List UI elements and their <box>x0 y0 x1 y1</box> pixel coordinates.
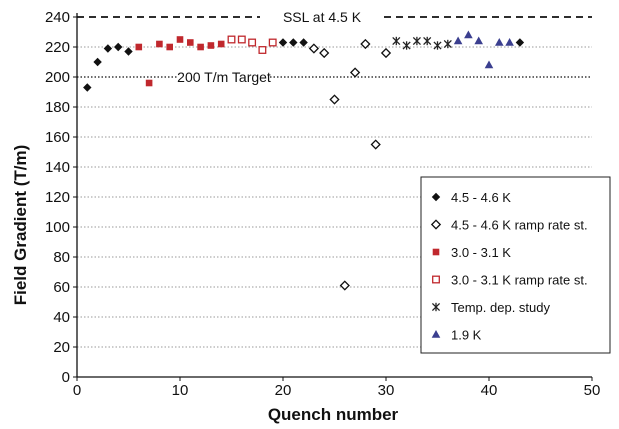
x-tick-label: 0 <box>73 382 81 399</box>
data-points <box>83 30 525 291</box>
y-tick-label: 100 <box>45 219 70 236</box>
y-tick-label: 200 <box>45 69 70 86</box>
x-tick-label: 10 <box>172 382 189 399</box>
x-tick-label: 30 <box>378 382 395 399</box>
legend-marker <box>431 302 441 312</box>
y-tick-label: 0 <box>62 369 70 386</box>
legend-label: 4.5 - 4.6 K <box>451 190 511 205</box>
y-tick-label: 240 <box>45 9 70 26</box>
data-point-s1 <box>349 67 361 78</box>
legend-marker <box>431 330 441 338</box>
legend-marker <box>430 219 442 230</box>
legend-marker <box>432 275 440 284</box>
legend-label: 3.0 - 3.1 K ramp rate st. <box>451 273 588 288</box>
legend: 4.5 - 4.6 K 4.5 - 4.6 K ramp rate st. 3.0 … <box>420 176 611 354</box>
data-point-s2 <box>135 43 143 51</box>
legend-marker <box>431 192 441 202</box>
data-point-s5 <box>464 30 473 39</box>
y-tick-label: 220 <box>45 39 70 56</box>
axes <box>73 13 593 381</box>
data-point-s4 <box>433 41 442 50</box>
data-point-s2 <box>166 43 173 51</box>
legend-box <box>420 176 611 354</box>
y-axis-title: Field Gradient (T/m) <box>11 145 30 306</box>
data-point-s0 <box>299 38 308 47</box>
data-point-s1 <box>329 94 340 105</box>
y-tick-labels: 0 20 40 60 80 100 120 140 160 180 200 220 240 <box>45 9 70 386</box>
data-point-s0 <box>289 38 298 47</box>
data-point-s0 <box>93 57 102 67</box>
data-point-s0 <box>114 42 123 52</box>
y-tick-label: 40 <box>53 309 70 326</box>
data-point-s2 <box>207 42 215 49</box>
data-point-s4 <box>412 36 421 46</box>
y-tick-label: 20 <box>53 339 70 356</box>
reference-lines: SSL at 4.5 K 200 T/m Target <box>77 9 592 85</box>
data-point-s3 <box>237 35 246 44</box>
data-point-s2 <box>217 40 225 48</box>
data-point-s4 <box>443 39 452 49</box>
x-tick-label: 20 <box>275 382 292 399</box>
data-point-s1 <box>370 139 381 150</box>
data-point-s2 <box>156 40 163 48</box>
legend-marker <box>432 248 440 256</box>
data-point-s1 <box>360 38 371 50</box>
y-tick-label: 80 <box>53 249 70 266</box>
legend-label: 1.9 K <box>451 328 482 343</box>
data-point-s2 <box>187 39 194 46</box>
y-tick-label: 140 <box>45 159 70 176</box>
data-point-s2 <box>145 79 153 87</box>
data-point-s0 <box>515 38 525 47</box>
data-point-s1 <box>339 280 350 291</box>
data-point-s4 <box>423 36 432 46</box>
y-tick-label: 180 <box>45 99 70 116</box>
legend-label: Temp. dep. study <box>451 300 550 315</box>
data-point-s0 <box>278 38 288 47</box>
data-point-s1 <box>308 43 320 54</box>
reference-line-label: 200 T/m Target <box>177 69 271 85</box>
data-point-s4 <box>402 41 411 50</box>
data-point-s3 <box>227 35 236 44</box>
x-tick-label: 40 <box>481 382 498 399</box>
legend-label: 4.5 - 4.6 K ramp rate st. <box>451 218 588 233</box>
legend-label: 3.0 - 3.1 K <box>451 245 511 260</box>
y-tick-label: 160 <box>45 129 70 146</box>
data-point-s5 <box>474 36 483 45</box>
data-point-s2 <box>197 43 204 51</box>
data-point-s3 <box>268 38 277 47</box>
data-point-s0 <box>124 47 133 56</box>
data-point-s4 <box>392 36 401 46</box>
data-point-s1 <box>319 47 330 59</box>
x-tick-label: 50 <box>584 382 601 399</box>
y-tick-label: 120 <box>45 189 70 206</box>
data-point-s1 <box>380 47 392 59</box>
data-point-s0 <box>83 83 92 92</box>
data-point-s5 <box>505 38 514 46</box>
data-point-s3 <box>248 38 257 47</box>
data-point-s2 <box>176 36 184 43</box>
data-point-s5 <box>495 38 504 46</box>
data-point-s0 <box>103 44 113 53</box>
x-tick-labels: 0 10 20 30 40 50 <box>73 382 601 399</box>
data-point-s5 <box>453 36 463 45</box>
reference-line-label: SSL at 4.5 K <box>283 9 362 25</box>
data-point-s5 <box>484 60 494 69</box>
data-point-s3 <box>258 46 267 54</box>
y-tick-label: 60 <box>53 279 70 296</box>
x-axis-title: Quench number <box>268 405 399 424</box>
